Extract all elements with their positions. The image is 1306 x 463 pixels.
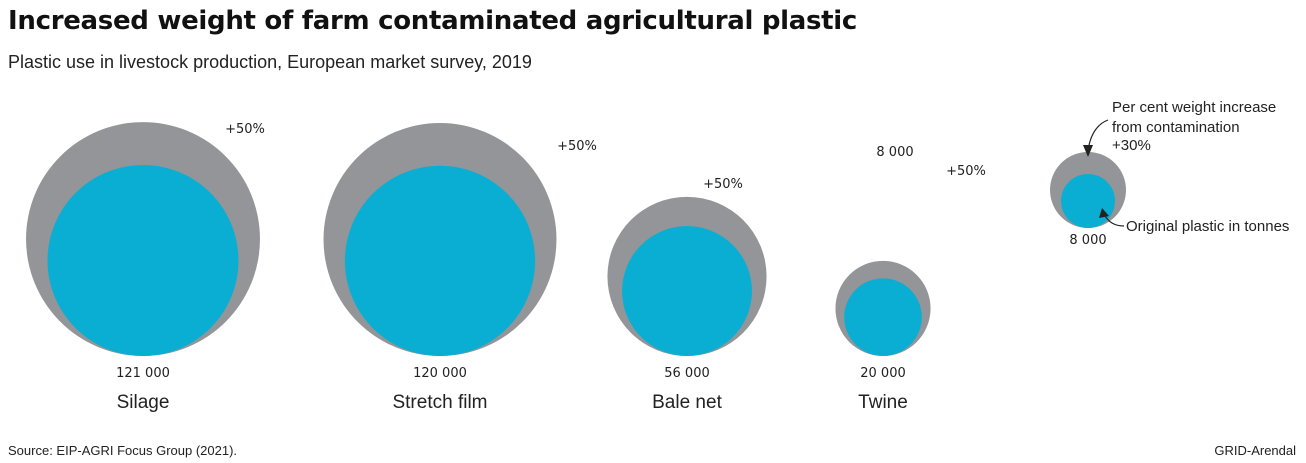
increase-label: +50% xyxy=(557,139,597,154)
credit-note: GRID-Arendal xyxy=(1214,443,1296,458)
legend-original-circle xyxy=(1061,174,1115,228)
legend-increase-caption-line2: from contamination xyxy=(1112,119,1240,136)
chart-title: Increased weight of farm contaminated ag… xyxy=(8,6,858,36)
original-value-label: 120 000 xyxy=(413,366,467,381)
legend-arrow-head-bottom xyxy=(1099,208,1109,218)
original-value-label: 20 000 xyxy=(860,366,906,381)
category-label: Silage xyxy=(117,392,170,413)
chart-subtitle: Plastic use in livestock production, Eur… xyxy=(8,52,532,72)
increase-label: +50% xyxy=(703,177,743,192)
original-value-label: 56 000 xyxy=(664,366,710,381)
source-note: Source: EIP-AGRI Focus Group (2021). xyxy=(8,443,238,458)
original-circle-1 xyxy=(47,165,239,356)
category-label: Bale net xyxy=(652,392,722,413)
original-circle-3 xyxy=(622,226,752,356)
original-circle-4 xyxy=(844,278,922,356)
bubble-group: 121 000 Silage +50% 120 000 Stretch film +50%… xyxy=(26,122,986,413)
legend-increase-caption-line1: Per cent weight increase xyxy=(1112,99,1276,116)
original-circle-2 xyxy=(344,165,536,356)
original-value-label: 121 000 xyxy=(116,366,170,381)
legend-increase-example: +30% xyxy=(1112,137,1151,154)
legend: Per cent weight increase from contaminati… xyxy=(1050,99,1289,248)
legend-original-example: 8 000 xyxy=(1069,233,1106,248)
category-label: Twine xyxy=(858,392,908,413)
increase-label: +50% xyxy=(946,164,986,179)
category-label: Stretch film xyxy=(392,392,487,413)
extra-value-label: 8 000 xyxy=(876,145,913,160)
legend-arrow-head-top xyxy=(1083,145,1093,157)
legend-original-caption: Original plastic in tonnes xyxy=(1126,218,1289,235)
increase-label: +50% xyxy=(225,122,265,137)
